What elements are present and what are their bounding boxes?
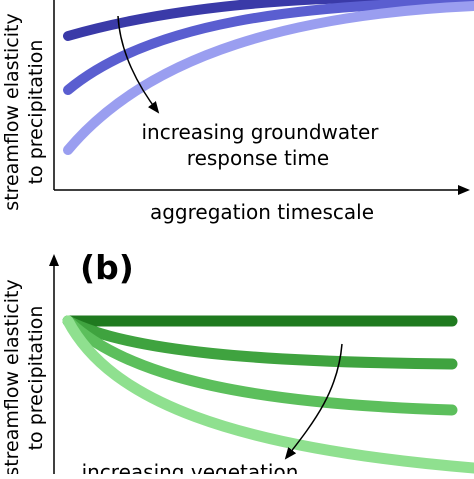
panel-a-y-axis-label-line1: streamflow elasticity xyxy=(1,13,23,210)
panel-b-y-axis-label-line1: streamflow elasticity xyxy=(1,279,23,474)
panel-b-y-axis-label-line2: to precipitation xyxy=(25,306,47,451)
panel-a-annotation-arrow xyxy=(117,15,160,114)
panel-b-label: (b) xyxy=(80,248,134,287)
panel-a-curve-short-response xyxy=(63,0,474,41)
panel-a-y-axis-label-line2: to precipitation xyxy=(25,40,47,185)
panel-a-annotation-line2: response time xyxy=(187,146,329,170)
panel-b-curve-low-vegetation xyxy=(62,315,458,370)
panel-a: streamflow elasticity to precipitation i… xyxy=(1,0,474,224)
panel-a-curve-medium-response xyxy=(63,0,474,95)
panel-b-curve-high-vegetation xyxy=(62,315,474,474)
panel-b-curve-medium-vegetation xyxy=(62,315,458,416)
panel-b-annotation-text: increasing vegetation xyxy=(82,460,299,474)
panel-a-annotation-line1: increasing groundwater xyxy=(141,120,379,144)
panel-b-annotation-arrow xyxy=(284,343,343,460)
panel-a-x-axis-label: aggregation timescale xyxy=(150,200,374,224)
panel-a-curve-long-response xyxy=(63,1,474,155)
panel-b: (b) streamflow elasticity to precipitati… xyxy=(1,248,474,479)
